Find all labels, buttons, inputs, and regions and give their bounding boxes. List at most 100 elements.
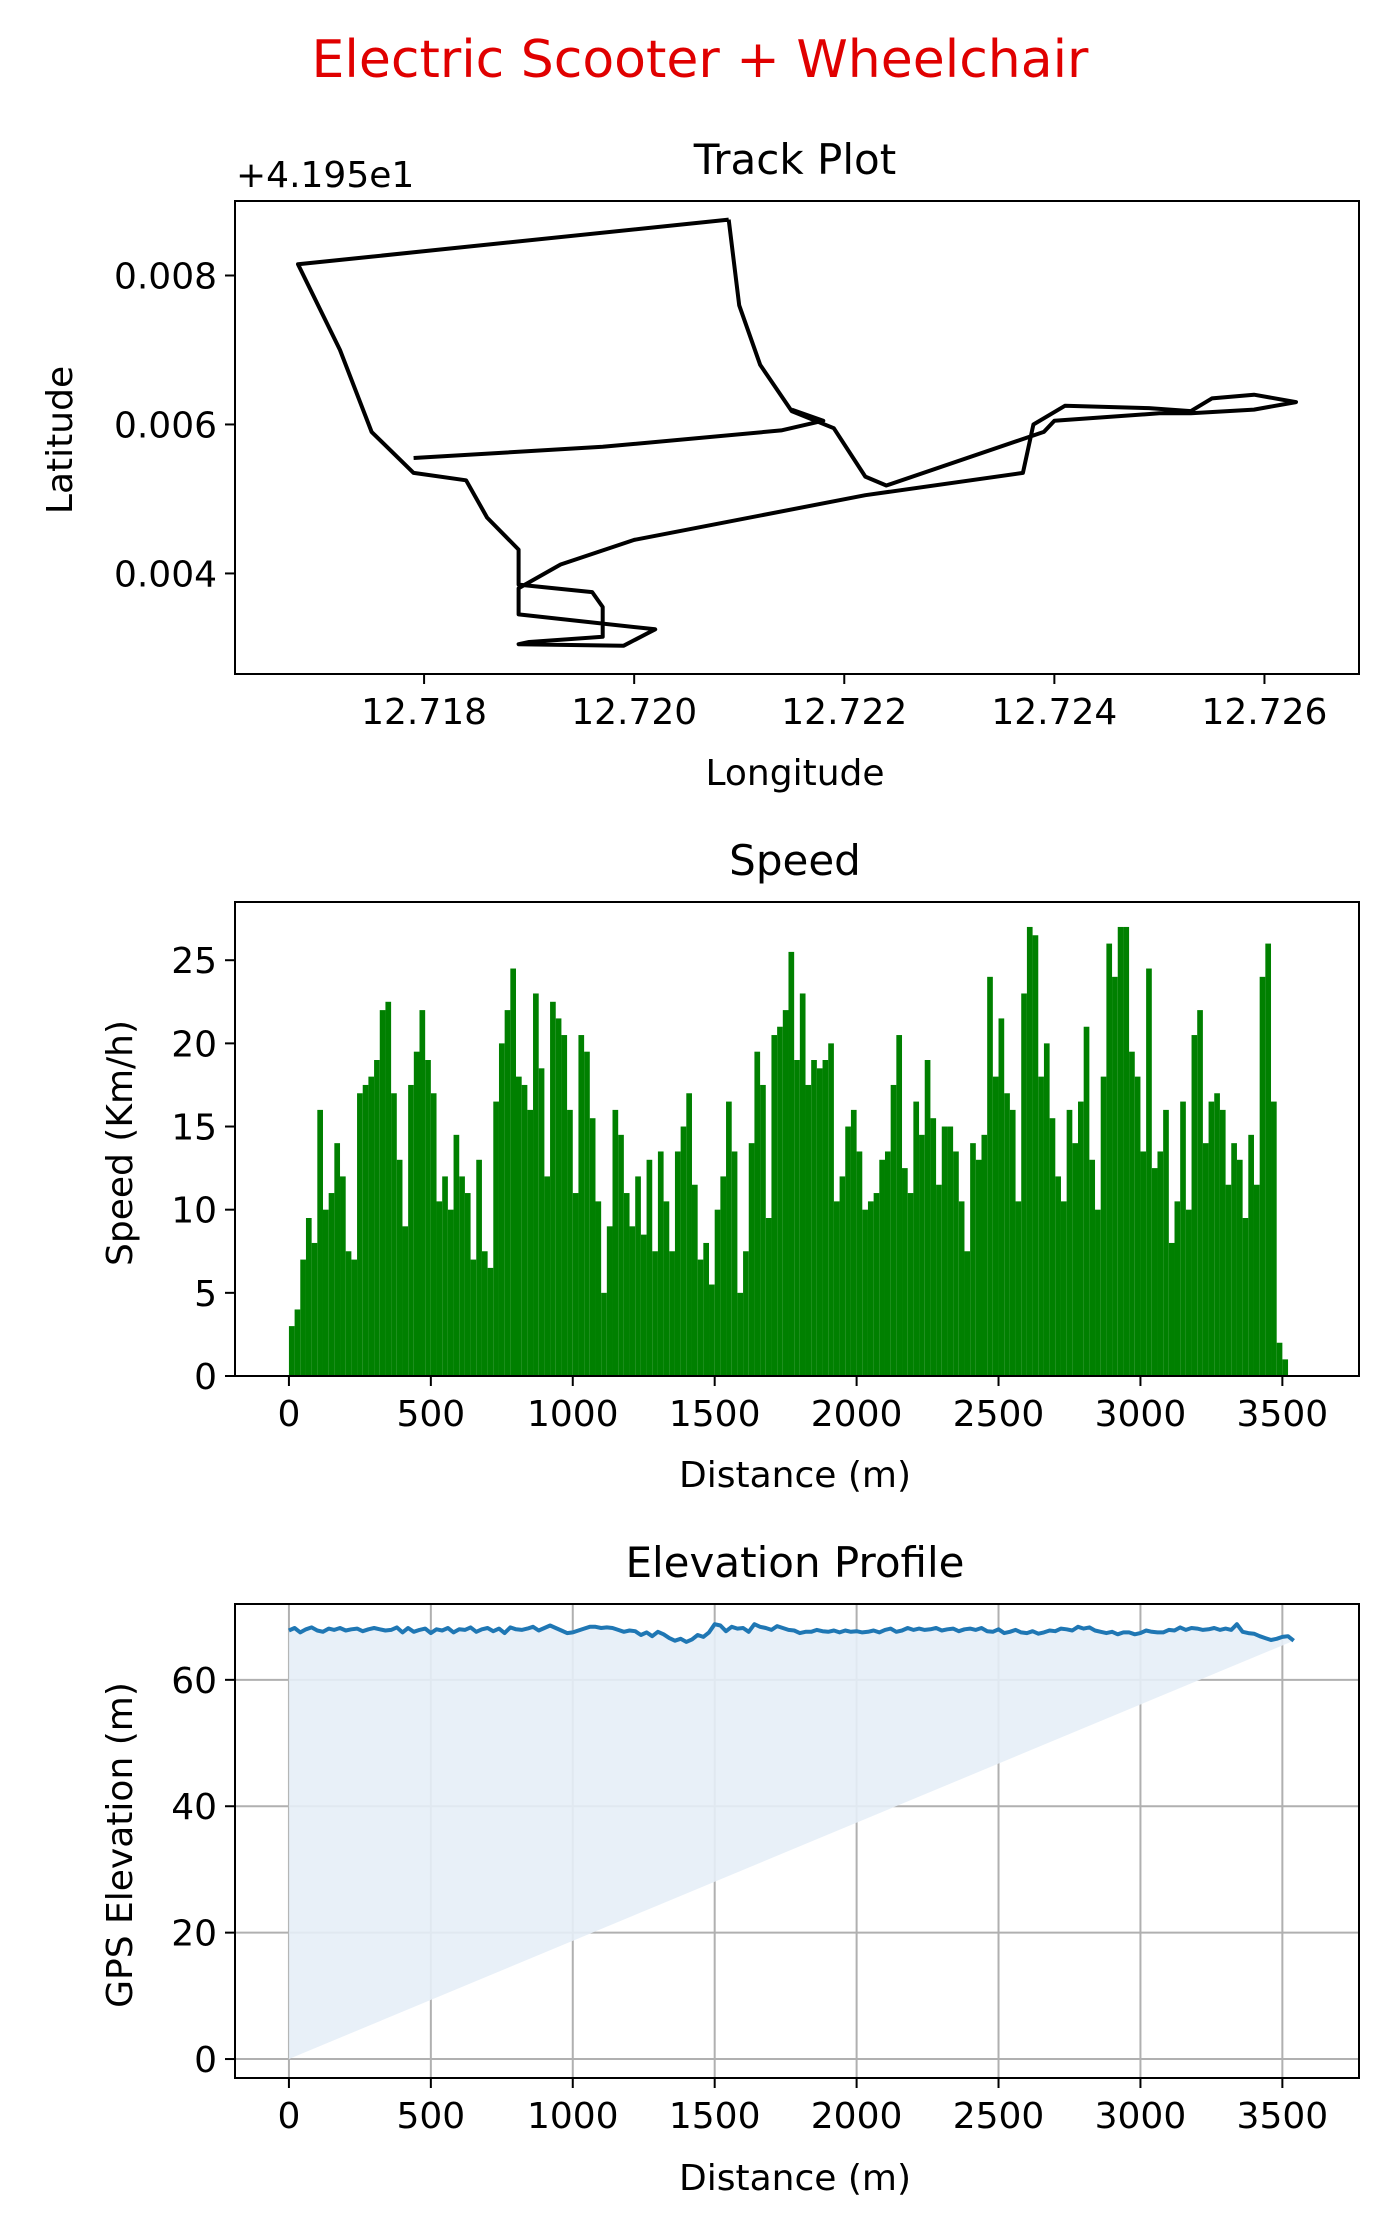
speed-x-ticks: 0 500 1000 1500 2000 2500 3000 3500 — [277, 1376, 1328, 1435]
speed-bar — [697, 1259, 704, 1376]
speed-bar — [379, 1010, 386, 1376]
speed-bar — [1185, 1209, 1192, 1376]
speed-x-label: Distance (m) — [679, 1455, 911, 1496]
speed-bar — [419, 1010, 426, 1376]
track-plot-area — [296, 217, 1298, 648]
speed-bar — [322, 1209, 329, 1376]
x-tick-label: 1500 — [669, 1394, 761, 1435]
y-tick-label: 0.008 — [114, 256, 217, 297]
x-tick-label: 12.726 — [1201, 692, 1327, 733]
speed-bar — [578, 1035, 585, 1376]
speed-bar — [992, 1076, 999, 1376]
speed-bar — [533, 993, 539, 1376]
speed-bar — [657, 1151, 664, 1376]
speed-bar — [828, 1043, 834, 1376]
x-tick-label: 1000 — [527, 2096, 619, 2137]
speed-bar — [1282, 1359, 1289, 1376]
speed-bar — [510, 968, 516, 1376]
speed-bar — [595, 1201, 602, 1376]
speed-bar — [987, 976, 993, 1376]
speed-bar — [1168, 1242, 1175, 1376]
speed-bar — [958, 1201, 965, 1376]
speed-bar — [481, 1251, 488, 1376]
speed-bar — [1117, 926, 1124, 1376]
speed-bar — [799, 993, 806, 1376]
speed-bar — [527, 1109, 534, 1376]
track-line — [296, 217, 1298, 648]
speed-bar — [544, 1176, 551, 1376]
speed-bar — [300, 1259, 306, 1376]
speed-bar — [391, 1093, 397, 1376]
speed-bar — [669, 1251, 675, 1376]
speed-bar — [357, 1093, 363, 1376]
speed-bar — [879, 1159, 885, 1376]
speed-bar — [447, 1209, 454, 1376]
speed-bar — [1214, 1093, 1220, 1376]
speed-bar — [374, 1060, 380, 1376]
x-tick-label: 500 — [396, 1394, 465, 1435]
speed-bar — [1100, 1076, 1107, 1376]
y-tick-label: 0.004 — [114, 554, 217, 595]
speed-bar — [334, 1143, 341, 1376]
speed-bar — [833, 1201, 840, 1376]
speed-bar — [362, 1084, 369, 1376]
x-tick-label: 2500 — [953, 2096, 1045, 2137]
speed-y-label: Speed (Km/h) — [100, 1020, 141, 1266]
speed-bar — [567, 1109, 573, 1376]
speed-bar — [924, 1060, 931, 1376]
x-tick-label: 12.724 — [991, 692, 1117, 733]
speed-bar — [288, 1326, 295, 1376]
speed-bar — [691, 1184, 698, 1376]
speed-bar — [754, 1051, 761, 1376]
y-tick-label: 60 — [171, 1661, 217, 1702]
speed-bar — [907, 1193, 914, 1376]
speed-bar — [623, 1193, 630, 1376]
speed-bar — [884, 1151, 891, 1376]
speed-bar — [703, 1242, 710, 1376]
speed-bar — [765, 1218, 772, 1376]
track-plot-x-ticks: 12.718 12.720 12.722 12.724 12.726 — [361, 674, 1327, 733]
x-tick-label: 2000 — [811, 2096, 903, 2137]
speed-bar — [862, 1209, 868, 1376]
y-tick-label: 5 — [194, 1274, 217, 1315]
speed-bar — [1174, 1201, 1181, 1376]
speed-bar — [1026, 926, 1033, 1376]
speed-bar — [453, 1134, 460, 1376]
speed-bar — [351, 1259, 358, 1376]
x-tick-label: 0 — [277, 1394, 300, 1435]
x-tick-label: 0 — [277, 2096, 300, 2137]
speed-bar — [368, 1076, 375, 1376]
x-tick-label: 12.718 — [361, 692, 487, 733]
speed-panel: Speed 0 500 1000 1500 2000 2500 3000 3500 0 5 10 1… — [100, 836, 1360, 1496]
speed-bar — [311, 1242, 318, 1376]
elevation-line — [288, 1622, 1295, 1644]
speed-bar — [737, 1292, 744, 1376]
speed-bar — [1271, 1101, 1277, 1376]
speed-bar — [1129, 1051, 1135, 1376]
speed-bar — [1038, 1076, 1044, 1376]
elevation-panel: Elevation Profile 0 500 1000 1500 2000 2500 30… — [100, 1538, 1360, 2199]
x-tick-label: 2500 — [953, 1394, 1045, 1435]
speed-bar — [1112, 976, 1118, 1376]
speed-bar — [340, 1176, 346, 1376]
speed-bar — [408, 1084, 414, 1376]
speed-bar — [584, 1051, 590, 1376]
speed-bar — [1043, 1043, 1050, 1376]
speed-bar — [1146, 968, 1152, 1376]
elevation-plot-frame — [234, 1603, 1360, 2079]
speed-bar — [941, 1126, 948, 1376]
speed-bar — [572, 1193, 579, 1376]
x-tick-label: 500 — [396, 2096, 465, 2137]
track-plot-panel: Track Plot +4.195e1 12.718 12.720 12.722 12… — [40, 135, 1360, 794]
speed-bar — [998, 1018, 1005, 1376]
x-tick-label: 1000 — [527, 1394, 619, 1435]
y-tick-label: 20 — [171, 1024, 217, 1065]
speed-bar — [1134, 1076, 1141, 1376]
speed-bar — [487, 1267, 494, 1376]
speed-bar — [805, 1084, 812, 1376]
x-tick-label: 12.720 — [571, 692, 697, 733]
speed-bar — [413, 1051, 420, 1376]
speed-bar — [317, 1109, 323, 1376]
speed-bar — [919, 1134, 925, 1376]
speed-bar — [822, 1060, 829, 1376]
